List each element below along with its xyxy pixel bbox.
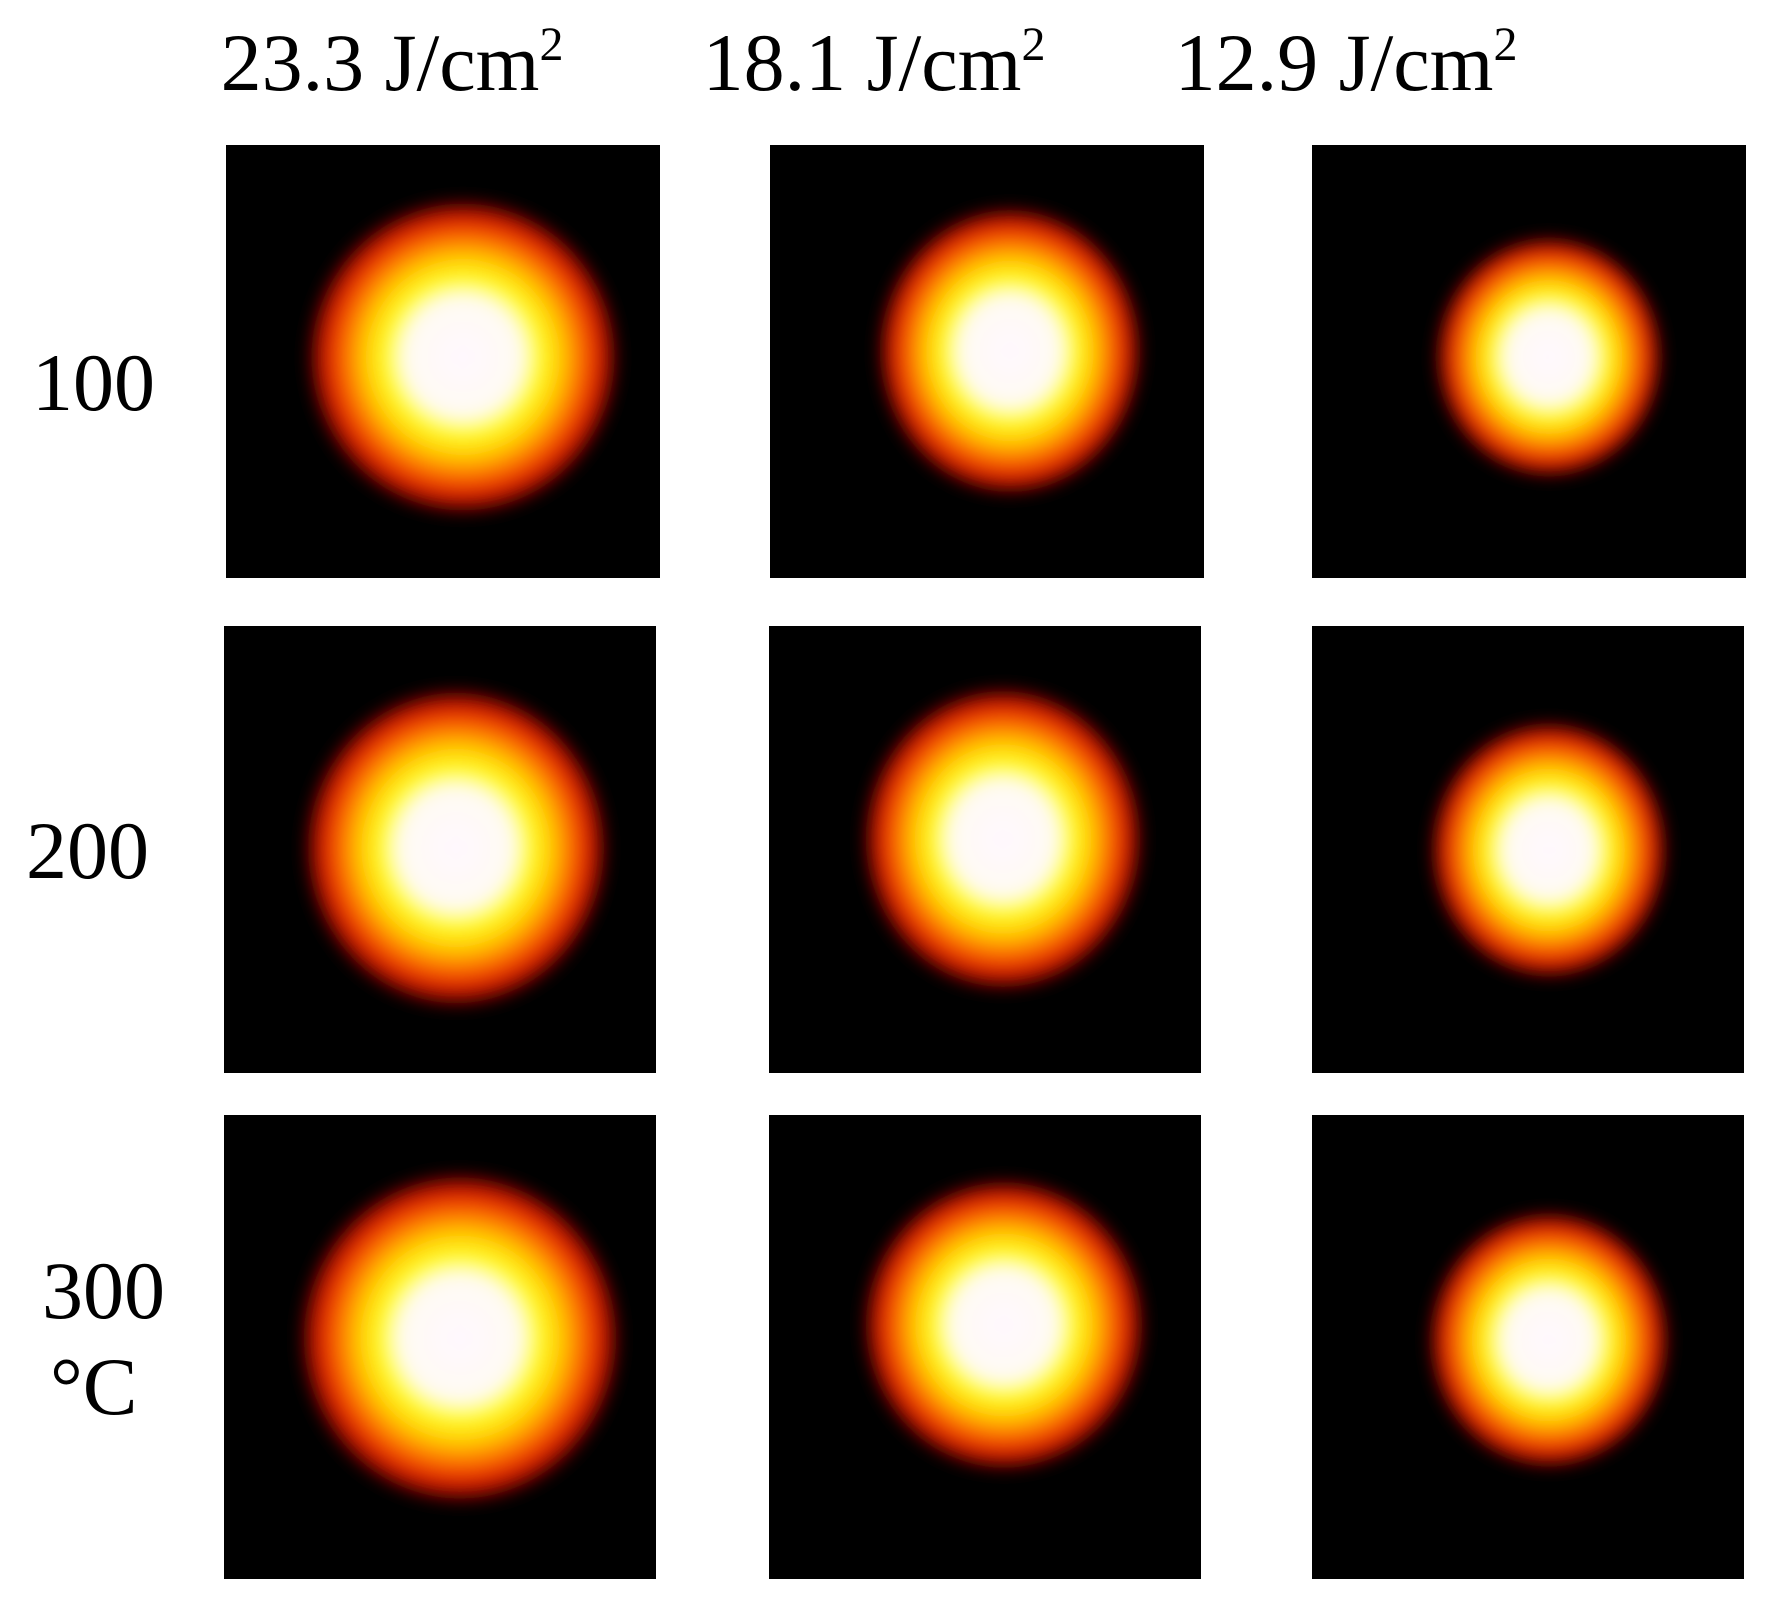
thermal-image-100-23-3 <box>226 145 660 578</box>
row-label-2: 200 <box>26 810 149 892</box>
temperature-unit: °C <box>50 1341 138 1432</box>
thermal-image-300-12-9 <box>1312 1115 1744 1579</box>
thermal-image-200-18-1 <box>769 626 1201 1073</box>
temperature-value: 100 <box>32 337 155 428</box>
fluence-unit-exponent: 2 <box>539 18 564 71</box>
fluence-unit: J/cm <box>384 17 540 108</box>
fluence-unit: J/cm <box>866 17 1022 108</box>
thermal-image-200-12-9 <box>1312 626 1744 1073</box>
column-header-2: 18.1 J/cm2 <box>644 21 1104 104</box>
row-label-1: 100 <box>32 342 155 424</box>
temperature-value: 200 <box>26 805 149 896</box>
thermal-image-100-12-9 <box>1312 145 1746 578</box>
column-header-1: 23.3 J/cm2 <box>162 21 622 104</box>
fluence-value: 12.9 <box>1174 17 1319 108</box>
row-label-3: 300 °C <box>42 1250 165 1428</box>
thermal-image-200-23-3 <box>224 626 656 1073</box>
fluence-value: 23.3 <box>220 17 365 108</box>
thermal-image-300-18-1 <box>769 1115 1201 1579</box>
fluence-unit-exponent: 2 <box>1493 18 1518 71</box>
fluence-value: 18.1 <box>702 17 847 108</box>
fluence-unit: J/cm <box>1338 17 1494 108</box>
fluence-unit-exponent: 2 <box>1021 18 1046 71</box>
temperature-value: 300 <box>42 1245 165 1336</box>
column-header-3: 12.9 J/cm2 <box>1116 21 1576 104</box>
thermal-image-300-23-3 <box>224 1115 656 1579</box>
thermal-image-100-18-1 <box>770 145 1204 578</box>
